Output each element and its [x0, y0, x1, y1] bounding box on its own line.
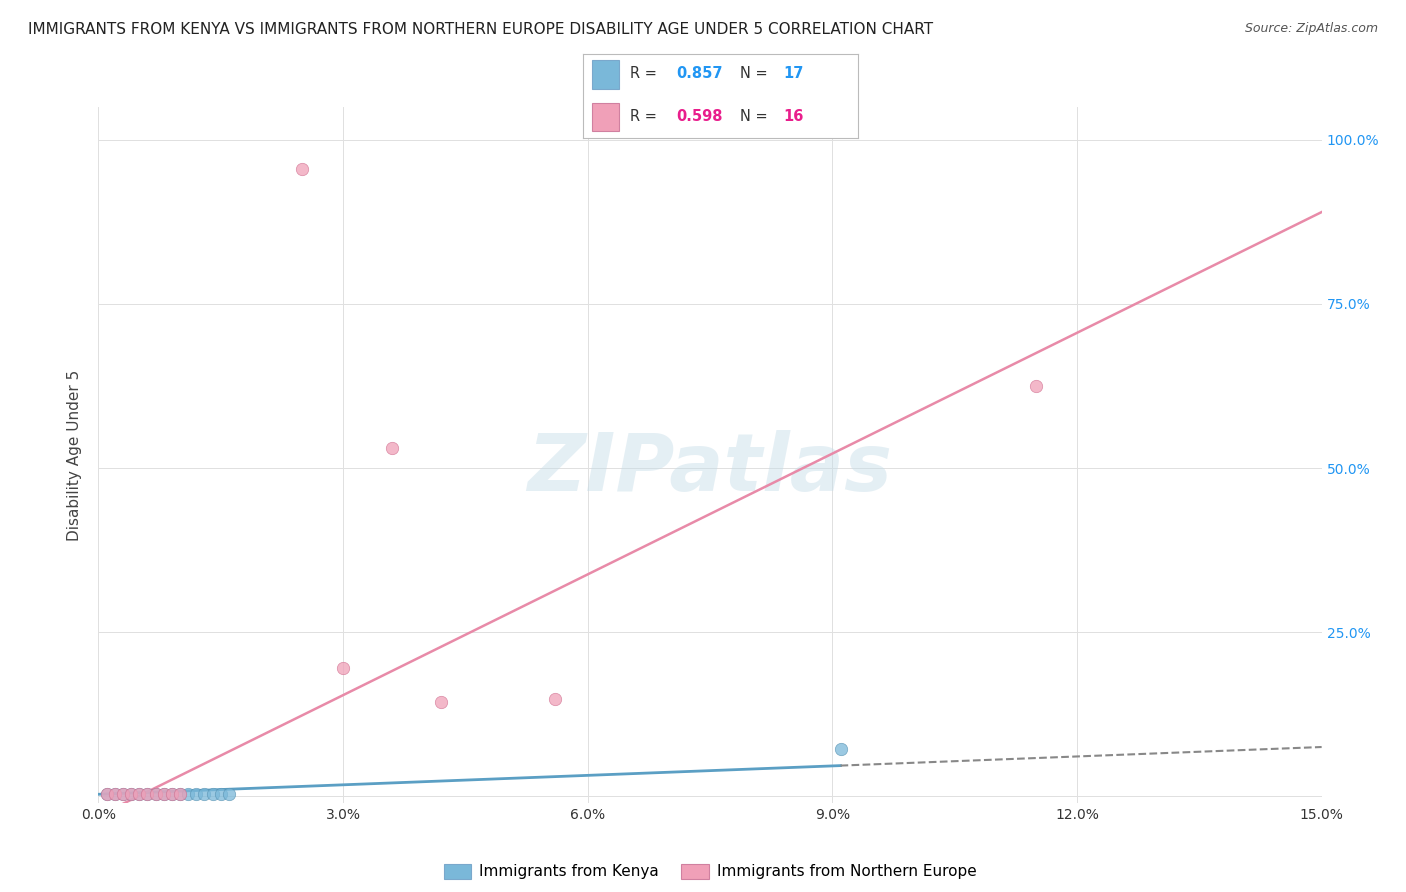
Text: N =: N =	[740, 66, 772, 81]
Point	[381, 442, 404, 456]
Point	[145, 787, 167, 801]
Text: N =: N =	[740, 109, 772, 124]
Point	[1025, 379, 1047, 393]
Text: 17: 17	[783, 66, 804, 81]
Point	[152, 787, 174, 801]
Point	[128, 787, 150, 801]
Text: Source: ZipAtlas.com: Source: ZipAtlas.com	[1244, 22, 1378, 36]
Point	[430, 695, 453, 709]
Text: 0.598: 0.598	[676, 109, 723, 124]
Point	[111, 787, 134, 801]
FancyBboxPatch shape	[592, 103, 619, 131]
Point	[145, 787, 167, 801]
Point	[136, 787, 159, 801]
Point	[160, 787, 183, 801]
Point	[201, 787, 224, 801]
Y-axis label: Disability Age Under 5: Disability Age Under 5	[67, 369, 83, 541]
Point	[120, 787, 142, 801]
Point	[186, 787, 208, 801]
Point	[160, 787, 183, 801]
Point	[193, 787, 215, 801]
Text: IMMIGRANTS FROM KENYA VS IMMIGRANTS FROM NORTHERN EUROPE DISABILITY AGE UNDER 5 : IMMIGRANTS FROM KENYA VS IMMIGRANTS FROM…	[28, 22, 934, 37]
Text: ZIPatlas: ZIPatlas	[527, 430, 893, 508]
Point	[104, 787, 127, 801]
Point	[169, 787, 191, 801]
Point	[169, 787, 191, 801]
Point	[830, 742, 852, 756]
Point	[96, 787, 118, 801]
Point	[96, 787, 118, 801]
Text: R =: R =	[630, 109, 662, 124]
Point	[104, 787, 127, 801]
Point	[152, 787, 174, 801]
Point	[128, 787, 150, 801]
Legend: Immigrants from Kenya, Immigrants from Northern Europe: Immigrants from Kenya, Immigrants from N…	[437, 858, 983, 886]
Point	[177, 787, 200, 801]
Point	[136, 787, 159, 801]
Point	[209, 787, 232, 801]
Point	[332, 660, 354, 674]
Text: R =: R =	[630, 66, 662, 81]
Point	[544, 692, 567, 706]
Point	[111, 787, 134, 801]
Point	[291, 162, 314, 177]
Text: 0.857: 0.857	[676, 66, 723, 81]
FancyBboxPatch shape	[592, 61, 619, 89]
Text: 16: 16	[783, 109, 804, 124]
Point	[218, 787, 240, 801]
Point	[120, 787, 142, 801]
